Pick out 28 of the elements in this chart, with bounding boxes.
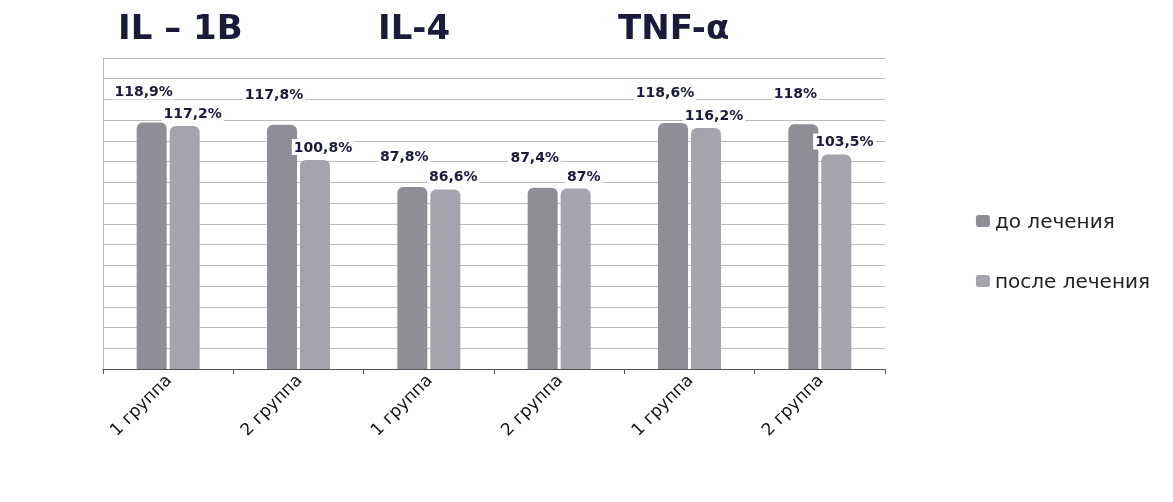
- bar: [267, 124, 297, 369]
- data-label: 118%: [773, 85, 817, 102]
- bar: [136, 122, 167, 369]
- data-label: 87,8%: [380, 147, 429, 164]
- data-label: 118,9%: [114, 83, 173, 100]
- bar: [658, 123, 688, 369]
- data-label: 86,6%: [429, 168, 478, 185]
- data-label: 118,6%: [635, 84, 695, 101]
- legend-label: после лечения: [994, 269, 1151, 293]
- bar: [527, 187, 558, 369]
- bar: [430, 189, 461, 369]
- text: TNF-α: [618, 7, 730, 47]
- data-label: 117,2%: [163, 105, 222, 122]
- bar: [300, 160, 330, 369]
- legend-label: до лечения: [994, 209, 1115, 233]
- text: IL – 1B: [118, 7, 243, 47]
- bar: [560, 188, 591, 369]
- data-label: 117,8%: [244, 85, 304, 102]
- bar: [397, 186, 428, 369]
- text: IL-4: [378, 7, 451, 47]
- data-label: 100,8%: [293, 139, 353, 156]
- bar: [691, 128, 721, 369]
- data-label: 87,4%: [510, 148, 559, 165]
- data-label: 116,2%: [684, 107, 744, 124]
- bar: [169, 126, 200, 369]
- data-label: 87%: [566, 167, 601, 184]
- data-label: 103,5%: [815, 133, 874, 150]
- bar: [821, 154, 852, 369]
